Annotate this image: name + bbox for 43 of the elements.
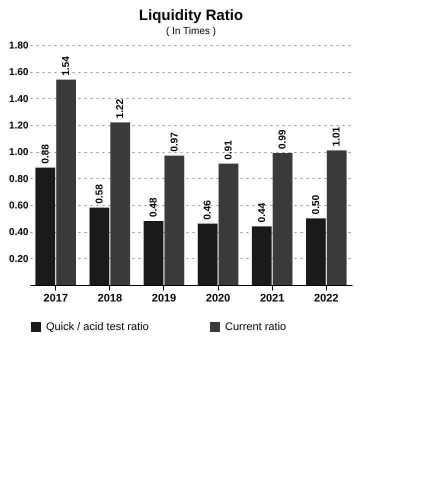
- bar: [164, 156, 184, 285]
- bar: [144, 221, 164, 285]
- y-tick-label: 1.00: [9, 147, 29, 158]
- bar: [252, 226, 272, 285]
- legend-label: Current ratio: [225, 321, 286, 333]
- y-tick-label: 0.40: [9, 227, 29, 238]
- bar: [90, 208, 110, 285]
- y-tick-label: 1.20: [9, 120, 29, 132]
- data-label: 0.97: [169, 132, 180, 152]
- chart-title: Liquidity Ratio: [138, 7, 244, 24]
- chart-subtitle: ( In Times ): [166, 26, 216, 37]
- x-tick-label: 2017: [43, 292, 68, 304]
- y-tick-label: 1.40: [9, 94, 29, 105]
- data-label: 1.22: [115, 98, 126, 118]
- data-label: 0.58: [94, 184, 106, 204]
- data-label: 0.50: [310, 194, 322, 214]
- x-tick-label: 2022: [314, 292, 339, 304]
- bar: [306, 218, 326, 285]
- y-tick-label: 0.60: [9, 200, 29, 212]
- bar: [198, 224, 218, 285]
- data-label: 0.88: [40, 144, 52, 164]
- x-tick-label: 2018: [98, 292, 122, 304]
- x-tick-label: 2021: [260, 292, 284, 304]
- data-label: 1.54: [61, 56, 72, 76]
- data-label: 1.01: [332, 126, 343, 146]
- bar: [110, 122, 130, 285]
- data-label: 0.48: [148, 197, 160, 217]
- x-tick-label: 2020: [206, 292, 230, 304]
- data-label: 0.44: [256, 202, 268, 222]
- bar: [326, 150, 347, 285]
- data-label: 0.46: [202, 200, 214, 220]
- bar: [272, 153, 292, 285]
- y-tick-label: 1.60: [9, 67, 29, 78]
- data-label: 0.99: [278, 129, 289, 149]
- data-label: 0.91: [223, 140, 234, 160]
- y-tick-label: 1.80: [9, 40, 29, 52]
- y-tick-label: 0.80: [9, 174, 29, 185]
- bar: [218, 164, 238, 285]
- y-tick-label: 0.20: [9, 254, 29, 265]
- legend-label: Quick / acid test ratio: [46, 321, 149, 333]
- bar: [56, 80, 76, 285]
- bar: [35, 168, 56, 285]
- x-tick-label: 2019: [152, 292, 176, 304]
